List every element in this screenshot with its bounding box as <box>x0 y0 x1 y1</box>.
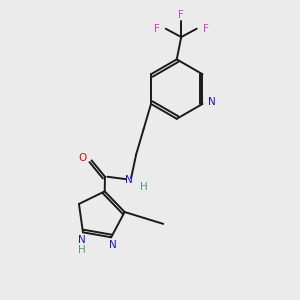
Text: N: N <box>109 240 116 250</box>
Text: F: F <box>202 24 208 34</box>
Text: O: O <box>78 153 86 163</box>
Text: F: F <box>178 10 184 20</box>
Text: N: N <box>78 235 85 245</box>
Text: N: N <box>125 175 133 185</box>
Text: F: F <box>154 24 160 34</box>
Text: N: N <box>208 98 216 107</box>
Text: H: H <box>78 245 85 255</box>
Text: H: H <box>140 182 148 192</box>
